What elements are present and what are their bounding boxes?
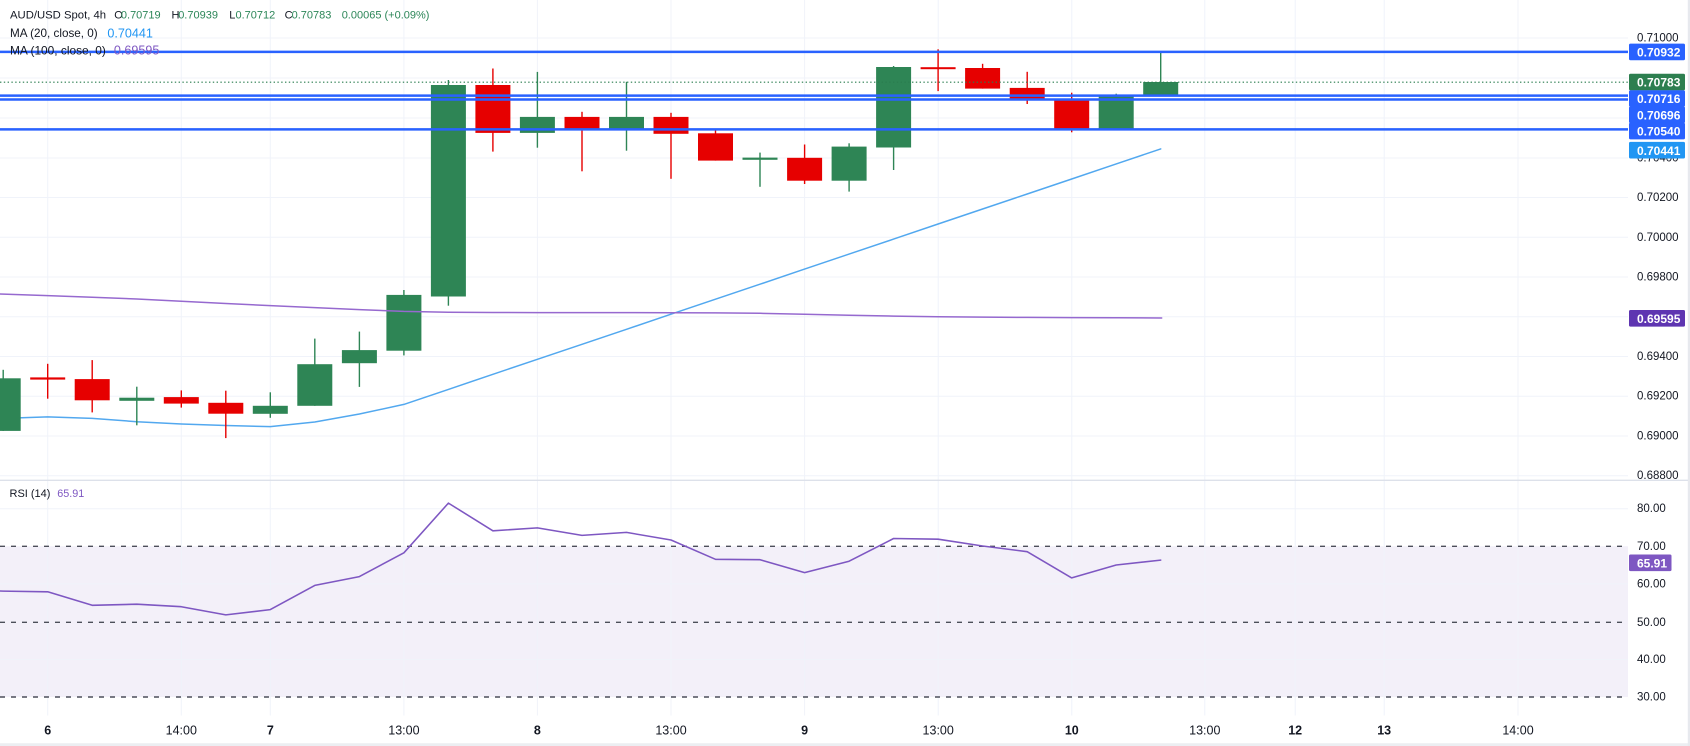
svg-text:O: O: [114, 10, 123, 22]
svg-text:RSI (14): RSI (14): [10, 488, 51, 500]
svg-text:0.69595: 0.69595: [1637, 312, 1681, 326]
svg-text:60.00: 60.00: [1637, 578, 1666, 590]
svg-text:13:00: 13:00: [923, 724, 954, 738]
svg-text:13: 13: [1377, 724, 1391, 738]
svg-text:AUD/USD Spot, 4h: AUD/USD Spot, 4h: [10, 10, 106, 22]
svg-text:50.00: 50.00: [1637, 617, 1666, 629]
svg-text:65.91: 65.91: [57, 488, 84, 500]
svg-text:H: H: [172, 10, 180, 22]
svg-text:65.91: 65.91: [1637, 556, 1667, 570]
svg-text:0.70712: 0.70712: [236, 10, 276, 22]
svg-text:14:00: 14:00: [1502, 724, 1533, 738]
svg-text:10: 10: [1065, 724, 1079, 738]
svg-text:0.68800: 0.68800: [1637, 470, 1679, 482]
svg-text:L: L: [229, 10, 235, 22]
svg-text:80.00: 80.00: [1637, 503, 1666, 515]
svg-text:14:00: 14:00: [166, 724, 197, 738]
svg-text:12: 12: [1288, 724, 1302, 738]
svg-text:6: 6: [44, 724, 51, 738]
svg-text:0.69800: 0.69800: [1637, 272, 1679, 284]
svg-text:0.71000: 0.71000: [1637, 33, 1679, 45]
svg-text:C: C: [285, 10, 293, 22]
svg-text:70.00: 70.00: [1637, 541, 1666, 553]
svg-text:0.70719: 0.70719: [121, 10, 161, 22]
svg-text:MA (20, close, 0): MA (20, close, 0): [10, 27, 98, 40]
svg-text:0.69200: 0.69200: [1637, 391, 1679, 403]
svg-text:7: 7: [267, 724, 274, 738]
svg-text:0.70783: 0.70783: [292, 10, 332, 22]
svg-text:40.00: 40.00: [1637, 654, 1666, 666]
svg-text:0.70696: 0.70696: [1637, 108, 1681, 122]
svg-text:0.70000: 0.70000: [1637, 232, 1679, 244]
svg-text:MA (100, close, 0): MA (100, close, 0): [10, 43, 106, 57]
svg-text:0.69000: 0.69000: [1637, 431, 1679, 443]
svg-text:0.70716: 0.70716: [1637, 92, 1681, 106]
svg-text:0.70939: 0.70939: [178, 10, 218, 22]
svg-text:0.70200: 0.70200: [1637, 192, 1679, 204]
svg-text:13:00: 13:00: [655, 724, 686, 738]
svg-text:8: 8: [534, 724, 541, 738]
svg-text:0.70932: 0.70932: [1637, 46, 1681, 60]
svg-text:30.00: 30.00: [1637, 692, 1666, 704]
svg-text:9: 9: [801, 724, 808, 738]
svg-text:0.00065 (+0.09%): 0.00065 (+0.09%): [342, 10, 430, 22]
svg-text:0.70441: 0.70441: [107, 26, 153, 40]
svg-text:0.69400: 0.69400: [1637, 351, 1679, 363]
svg-text:0.70441: 0.70441: [1637, 144, 1681, 158]
svg-text:13:00: 13:00: [388, 724, 419, 738]
svg-text:0.70783: 0.70783: [1637, 76, 1681, 90]
svg-text:0.70540: 0.70540: [1637, 125, 1681, 139]
svg-text:0.69595: 0.69595: [114, 43, 160, 57]
svg-text:13:00: 13:00: [1189, 724, 1220, 738]
